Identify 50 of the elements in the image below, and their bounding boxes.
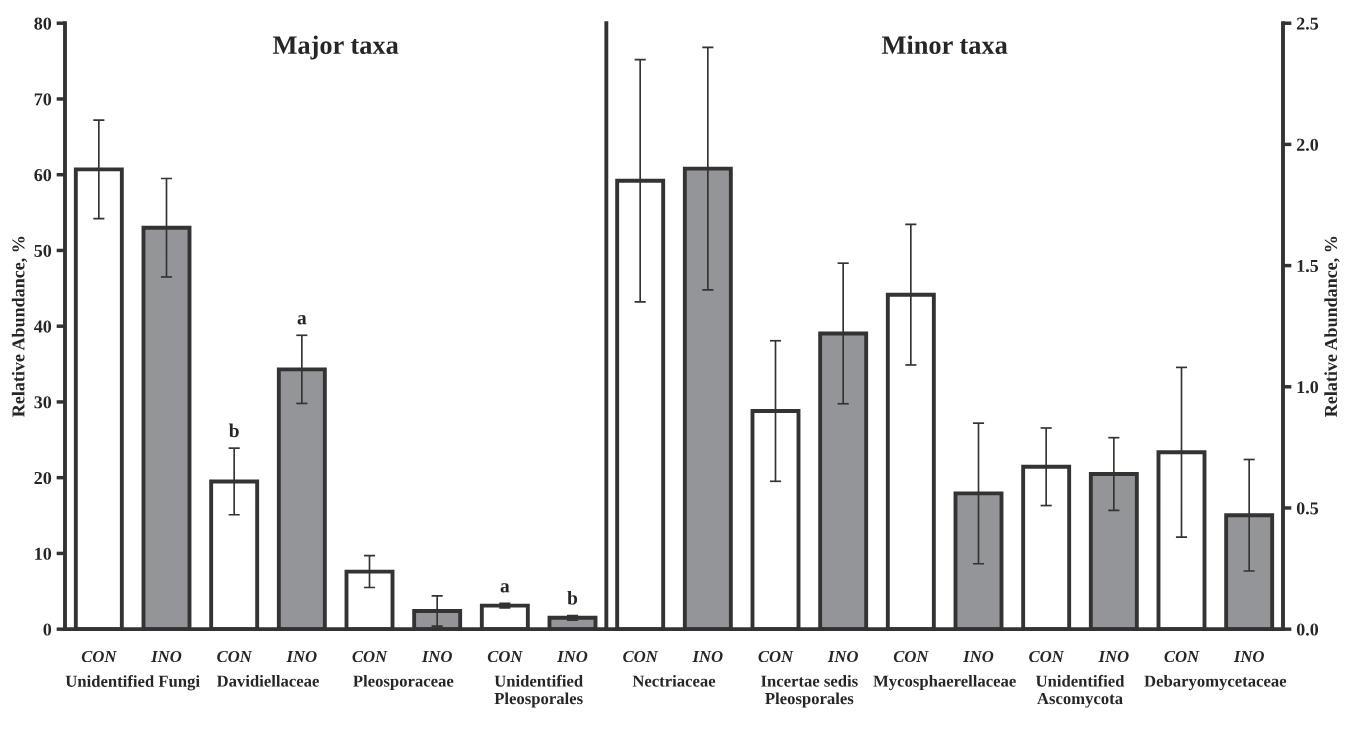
- chart-title: Minor taxa: [881, 35, 1008, 55]
- y-axis-title: Relative Abundance, %: [1324, 236, 1340, 417]
- y-tick-label: 50: [34, 244, 52, 257]
- text: CON: [217, 650, 253, 663]
- y-tick-label: 60: [34, 168, 52, 182]
- x-tick-label: Unidentified Ascomycota: [1035, 674, 1125, 708]
- x-tick-label: Nectriaceae: [632, 674, 716, 687]
- y-tick-label: 2.0: [1296, 138, 1319, 151]
- text: INO: [827, 650, 858, 663]
- y-tick-label: 10: [35, 547, 52, 560]
- x-tick-label: Debaryomycetaceae: [1144, 674, 1287, 691]
- y-tick-label: 40: [34, 320, 52, 333]
- y-tick-label: 2.5: [1296, 17, 1319, 30]
- x-tick-label: Mycosphaerellaceae: [873, 674, 1016, 691]
- y-tick-label: 1.5: [1297, 259, 1319, 273]
- data-label: a: [500, 583, 510, 593]
- x-tick-label: Pleosporaceae: [353, 674, 454, 691]
- text: INO: [1098, 650, 1129, 663]
- text: INO: [1233, 650, 1264, 663]
- y-axis-title: Relative Abundance, %: [11, 236, 28, 417]
- data-label: a: [297, 315, 307, 325]
- y-tick-label: 70: [34, 93, 52, 106]
- y-tick-label: 0.5: [1296, 502, 1319, 515]
- y-tick-label: 1.0: [1297, 381, 1319, 394]
- text: CON: [487, 650, 523, 663]
- y-tick-label: 30: [34, 396, 52, 409]
- text: INO: [557, 650, 588, 663]
- y-tick-label: 0.0: [1296, 623, 1319, 636]
- text: CON: [1029, 650, 1065, 663]
- series-label: CON: [81, 650, 117, 663]
- x-tick-label: Unidentified Fungi: [65, 674, 200, 691]
- y-tick-label: 20: [34, 471, 52, 485]
- series-label: CON: [623, 650, 659, 663]
- text: INO: [421, 650, 452, 663]
- text: CON: [1164, 650, 1200, 663]
- text: CON: [893, 650, 929, 663]
- series-label: INO: [692, 650, 723, 663]
- text: CON: [352, 650, 388, 663]
- y-tick-label: 0: [43, 623, 52, 636]
- text: INO: [286, 650, 317, 663]
- chart-title: Major taxa: [272, 35, 399, 60]
- text: INO: [963, 650, 994, 663]
- data-label: b: [229, 423, 239, 438]
- x-tick-label: Davidiellaceae: [216, 674, 319, 687]
- data-label: b: [567, 590, 578, 605]
- x-tick-label: Unidentified Pleosporales: [494, 674, 583, 708]
- text: CON: [758, 650, 794, 663]
- x-tick-label: Incertae sedis Pleosporales: [761, 674, 858, 708]
- y-tick-label: 80: [34, 17, 52, 30]
- series-label: INO: [151, 650, 182, 663]
